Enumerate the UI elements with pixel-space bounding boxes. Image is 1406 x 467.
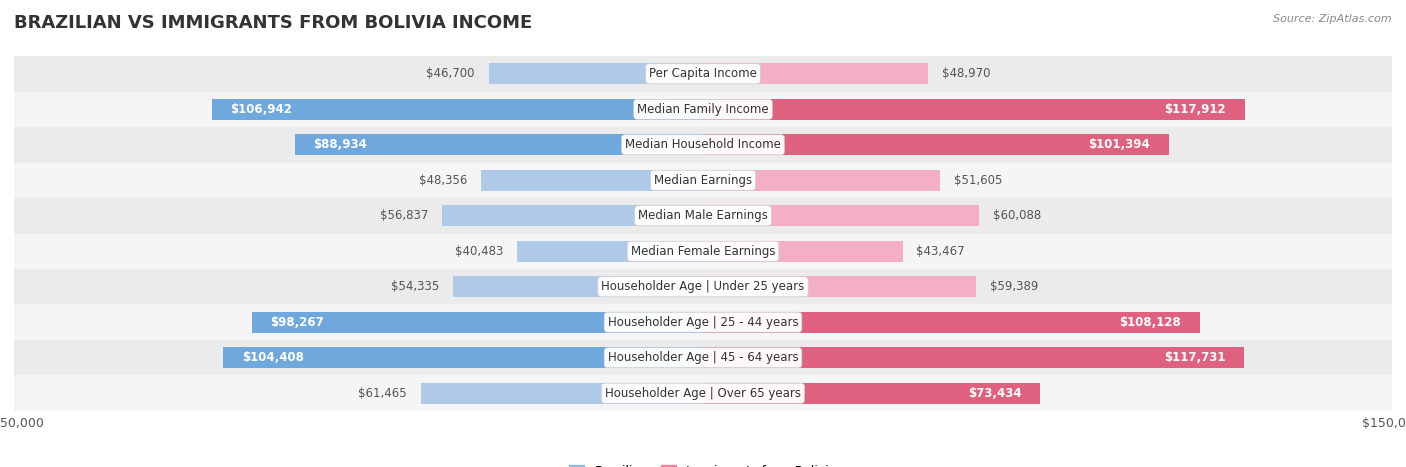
Bar bbox=[481, 170, 703, 191]
Text: $117,731: $117,731 bbox=[1164, 351, 1226, 364]
Bar bbox=[703, 383, 1040, 403]
Bar bbox=[441, 205, 703, 226]
Text: Source: ZipAtlas.com: Source: ZipAtlas.com bbox=[1274, 14, 1392, 24]
Bar bbox=[14, 92, 1392, 127]
Text: $88,934: $88,934 bbox=[314, 138, 367, 151]
Bar bbox=[703, 64, 928, 84]
Text: $106,942: $106,942 bbox=[231, 103, 292, 116]
Text: Median Male Earnings: Median Male Earnings bbox=[638, 209, 768, 222]
Bar bbox=[14, 127, 1392, 163]
Bar bbox=[224, 347, 703, 368]
Bar bbox=[703, 170, 941, 191]
Text: $61,465: $61,465 bbox=[359, 387, 406, 400]
Bar bbox=[14, 340, 1392, 375]
Text: $108,128: $108,128 bbox=[1119, 316, 1181, 329]
Bar bbox=[703, 205, 979, 226]
Bar bbox=[14, 269, 1392, 304]
Bar bbox=[488, 64, 703, 84]
Bar bbox=[703, 241, 903, 262]
Text: $40,483: $40,483 bbox=[456, 245, 503, 258]
Text: $46,700: $46,700 bbox=[426, 67, 475, 80]
Text: $104,408: $104,408 bbox=[242, 351, 304, 364]
Text: Householder Age | Over 65 years: Householder Age | Over 65 years bbox=[605, 387, 801, 400]
Text: $48,356: $48,356 bbox=[419, 174, 467, 187]
Text: $117,912: $117,912 bbox=[1164, 103, 1226, 116]
Text: $59,389: $59,389 bbox=[990, 280, 1038, 293]
Text: Median Female Earnings: Median Female Earnings bbox=[631, 245, 775, 258]
Text: $56,837: $56,837 bbox=[380, 209, 429, 222]
Bar bbox=[703, 134, 1168, 155]
Bar bbox=[703, 99, 1244, 120]
Bar bbox=[454, 276, 703, 297]
Bar bbox=[212, 99, 703, 120]
Text: Householder Age | 45 - 64 years: Householder Age | 45 - 64 years bbox=[607, 351, 799, 364]
Bar bbox=[14, 198, 1392, 234]
Text: $51,605: $51,605 bbox=[953, 174, 1002, 187]
Bar bbox=[517, 241, 703, 262]
Text: $48,970: $48,970 bbox=[942, 67, 990, 80]
Text: $98,267: $98,267 bbox=[270, 316, 323, 329]
Text: $54,335: $54,335 bbox=[391, 280, 440, 293]
Bar bbox=[420, 383, 703, 403]
Text: Per Capita Income: Per Capita Income bbox=[650, 67, 756, 80]
Bar bbox=[703, 347, 1244, 368]
Text: $43,467: $43,467 bbox=[917, 245, 965, 258]
Bar bbox=[14, 163, 1392, 198]
Bar bbox=[703, 312, 1199, 333]
Text: Median Family Income: Median Family Income bbox=[637, 103, 769, 116]
Bar bbox=[252, 312, 703, 333]
Bar bbox=[14, 304, 1392, 340]
Text: $73,434: $73,434 bbox=[969, 387, 1022, 400]
Bar bbox=[294, 134, 703, 155]
Text: $60,088: $60,088 bbox=[993, 209, 1040, 222]
Text: $101,394: $101,394 bbox=[1088, 138, 1150, 151]
Text: Median Earnings: Median Earnings bbox=[654, 174, 752, 187]
Bar bbox=[703, 276, 976, 297]
Text: Householder Age | Under 25 years: Householder Age | Under 25 years bbox=[602, 280, 804, 293]
Bar bbox=[14, 56, 1392, 92]
Text: BRAZILIAN VS IMMIGRANTS FROM BOLIVIA INCOME: BRAZILIAN VS IMMIGRANTS FROM BOLIVIA INC… bbox=[14, 14, 533, 32]
Text: Householder Age | 25 - 44 years: Householder Age | 25 - 44 years bbox=[607, 316, 799, 329]
Bar bbox=[14, 234, 1392, 269]
Bar bbox=[14, 375, 1392, 411]
Legend: Brazilian, Immigrants from Bolivia: Brazilian, Immigrants from Bolivia bbox=[564, 460, 842, 467]
Text: Median Household Income: Median Household Income bbox=[626, 138, 780, 151]
